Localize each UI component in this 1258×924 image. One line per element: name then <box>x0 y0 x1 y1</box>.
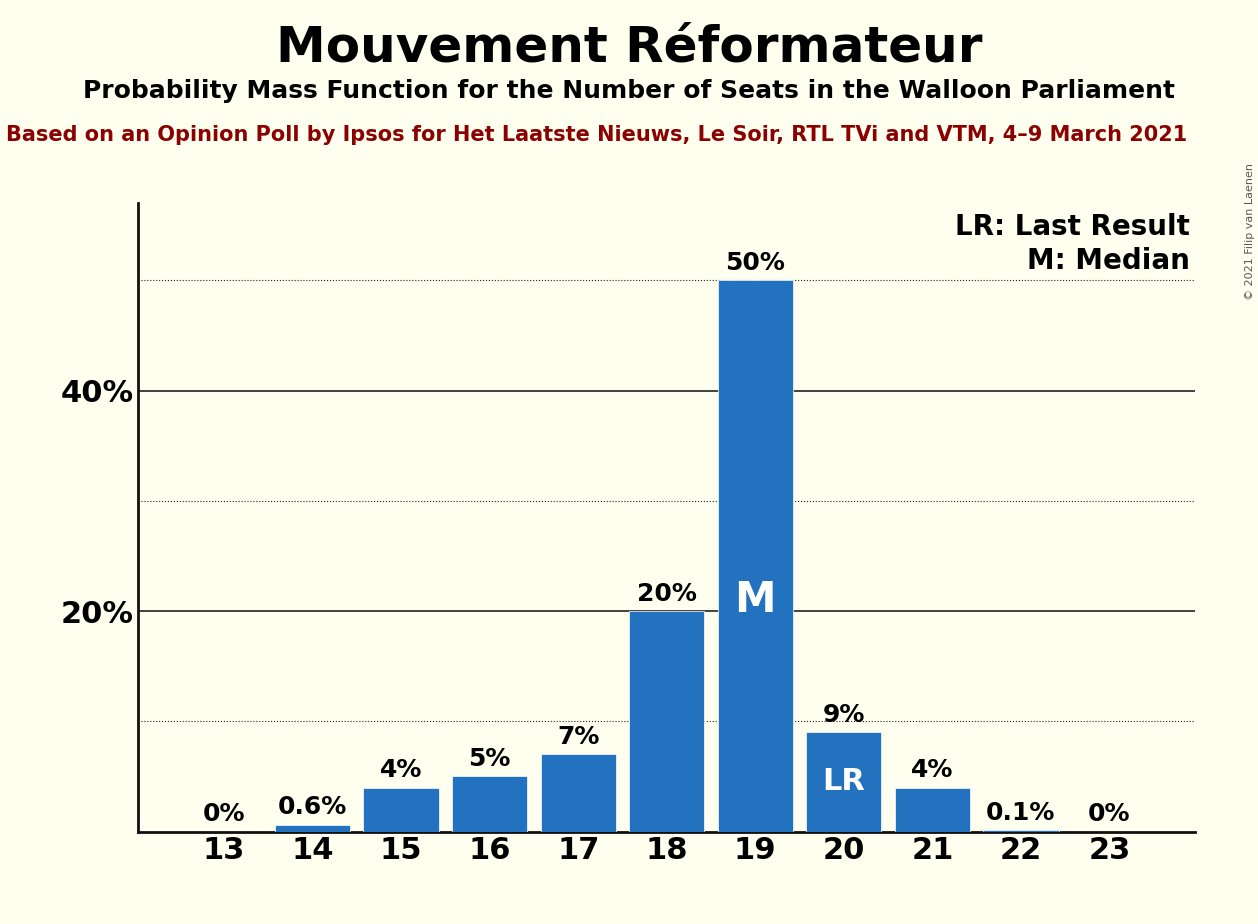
Text: Based on an Opinion Poll by Ipsos for Het Laatste Nieuws, Le Soir, RTL TVi and V: Based on an Opinion Poll by Ipsos for He… <box>6 125 1188 145</box>
Bar <box>806 733 882 832</box>
Text: M: Median: M: Median <box>1027 248 1190 275</box>
Text: 0.6%: 0.6% <box>278 796 347 820</box>
Text: LR: LR <box>823 768 866 796</box>
Text: M: M <box>735 579 776 621</box>
Text: © 2021 Filip van Laenen: © 2021 Filip van Laenen <box>1245 163 1255 299</box>
Text: 50%: 50% <box>726 251 785 275</box>
Bar <box>717 281 793 832</box>
Text: 4%: 4% <box>380 758 423 782</box>
Text: 7%: 7% <box>557 725 599 749</box>
Text: Probability Mass Function for the Number of Seats in the Walloon Parliament: Probability Mass Function for the Number… <box>83 79 1175 103</box>
Bar <box>276 825 350 832</box>
Text: 4%: 4% <box>911 758 954 782</box>
Text: 9%: 9% <box>823 703 866 727</box>
Text: 20%: 20% <box>637 581 697 605</box>
Text: Mouvement Réformateur: Mouvement Réformateur <box>276 23 982 71</box>
Bar <box>452 776 527 832</box>
Bar <box>629 611 704 832</box>
Bar <box>364 787 439 832</box>
Bar <box>984 831 1058 832</box>
Bar <box>894 787 970 832</box>
Text: 0%: 0% <box>203 802 245 826</box>
Text: 5%: 5% <box>468 747 511 771</box>
Text: 0.1%: 0.1% <box>986 801 1055 825</box>
Text: LR: Last Result: LR: Last Result <box>955 213 1190 241</box>
Bar <box>541 754 616 832</box>
Text: 0%: 0% <box>1088 802 1131 826</box>
